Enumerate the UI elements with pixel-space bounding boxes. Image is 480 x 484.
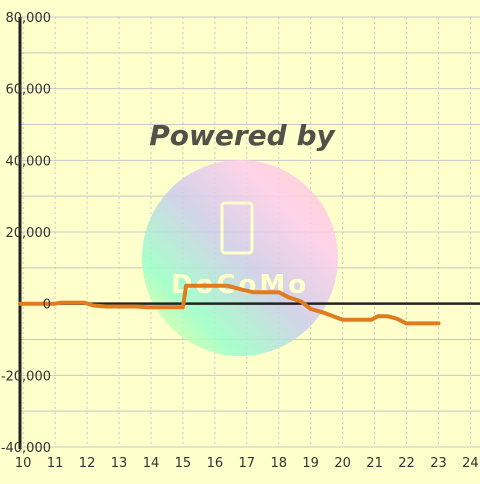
x-tick-label: 24 <box>462 456 479 471</box>
x-tick-label: 18 <box>270 456 287 471</box>
axes <box>18 17 480 449</box>
x-tick-label: 12 <box>79 456 96 471</box>
y-tick-label: -20,000 <box>1 369 51 384</box>
watermark: Powered by DoCoMo <box>142 119 338 356</box>
x-tick-label: 21 <box>366 456 383 471</box>
x-tick-label: 17 <box>239 456 256 471</box>
watermark-text: Powered by <box>149 119 336 152</box>
x-tick-label: 23 <box>430 456 447 471</box>
x-tick-label: 20 <box>334 456 351 471</box>
y-tick-label: 40,000 <box>6 154 52 169</box>
y-tick-label: 0 <box>43 298 51 313</box>
x-tick-label: 22 <box>398 456 415 471</box>
y-tick-label: 20,000 <box>6 226 52 241</box>
y-tick-label: 80,000 <box>6 11 52 26</box>
series <box>18 283 441 326</box>
x-tick-label: 15 <box>175 456 192 471</box>
y-tick-label: 60,000 <box>6 83 52 98</box>
watermark-logo-circle <box>142 160 338 356</box>
x-tick-label: 16 <box>207 456 224 471</box>
series-line <box>18 283 441 326</box>
x-tick-label: 19 <box>302 456 319 471</box>
tick-labels: -40,000 -20,000 0 20,000 40,000 60,000 80,000 1… <box>1 11 479 471</box>
x-tick-label: 11 <box>47 456 64 471</box>
x-tick-label: 13 <box>111 456 128 471</box>
phone-icon <box>220 201 254 255</box>
x-tick-label: 10 <box>15 456 32 471</box>
y-tick-label: -40,000 <box>1 441 51 456</box>
x-tick-label: 14 <box>143 456 160 471</box>
